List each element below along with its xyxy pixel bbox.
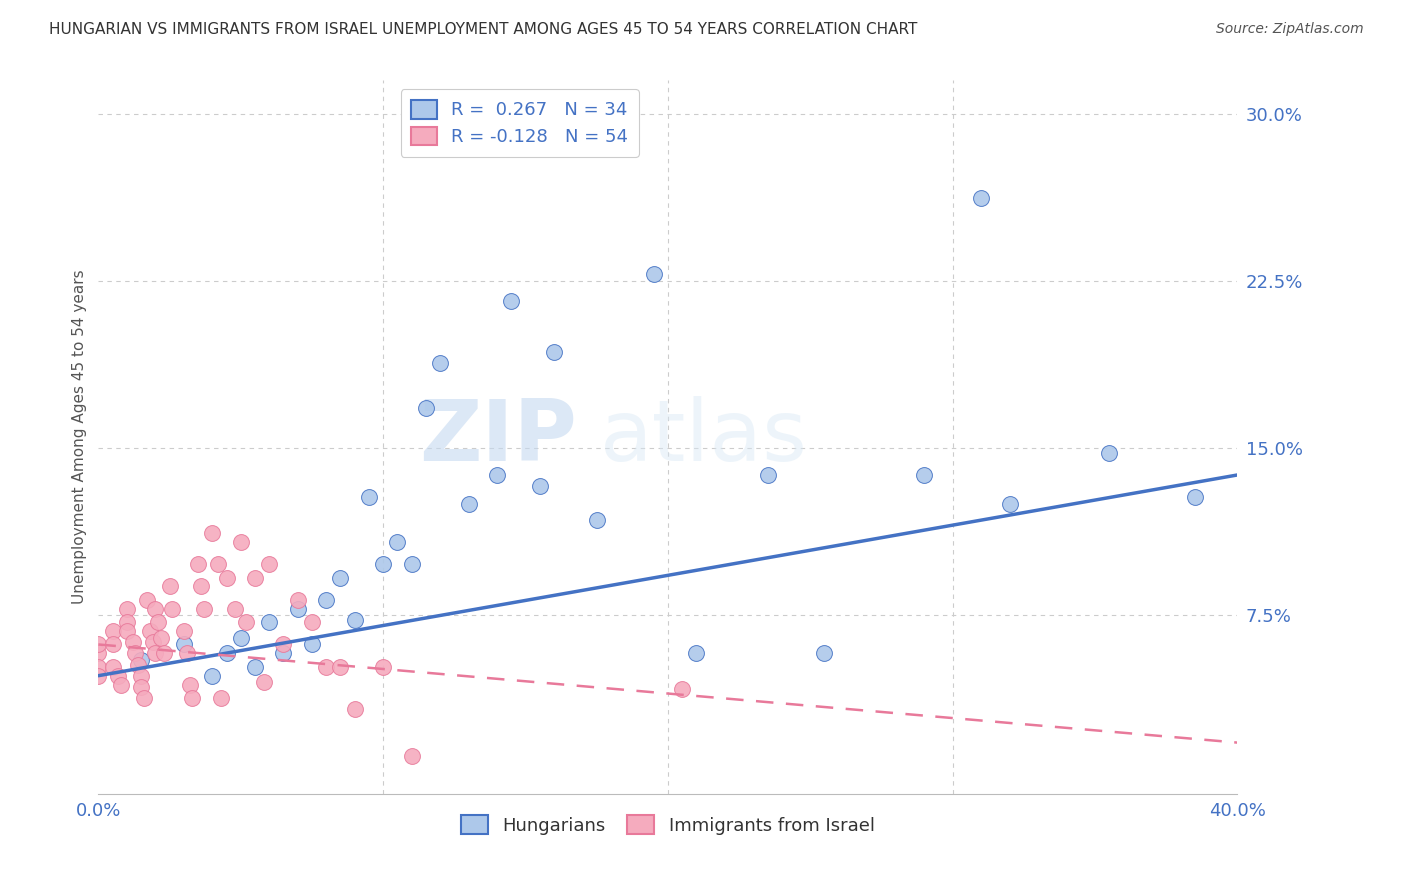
Point [543,345,565,359]
Point [457,497,479,511]
Point [912,467,935,482]
Point [998,497,1021,511]
Point [429,356,451,371]
Point [501,293,523,308]
Point [207,557,229,572]
Legend: Hungarians, Immigrants from Israel: Hungarians, Immigrants from Israel [450,805,886,846]
Point [121,635,143,649]
Point [153,646,176,660]
Point [138,624,160,639]
Point [585,512,607,526]
Point [273,646,295,660]
Point [373,557,395,572]
Point [756,467,779,482]
Point [190,580,212,594]
Text: HUNGARIAN VS IMMIGRANTS FROM ISRAEL UNEMPLOYMENT AMONG AGES 45 TO 54 YEARS CORRE: HUNGARIAN VS IMMIGRANTS FROM ISRAEL UNEM… [49,22,918,37]
Point [235,615,257,630]
Point [87,637,110,651]
Point [685,646,707,660]
Point [813,646,835,660]
Point [162,602,184,616]
Point [129,653,152,667]
Point [401,749,423,764]
Point [329,571,352,585]
Point [287,602,309,616]
Point [145,602,167,616]
Text: ZIP: ZIP [419,395,576,479]
Point [643,268,665,282]
Point [373,660,395,674]
Point [173,637,195,651]
Point [201,525,224,540]
Point [87,669,110,683]
Point [87,660,110,674]
Point [173,624,195,639]
Point [107,669,129,683]
Point [315,660,337,674]
Point [132,690,155,705]
Point [187,557,209,572]
Point [415,401,437,416]
Point [148,615,170,630]
Point [252,675,274,690]
Point [209,690,232,705]
Point [115,615,138,630]
Point [176,646,198,660]
Point [141,635,163,649]
Point [229,534,252,549]
Point [145,646,167,660]
Point [273,637,295,651]
Point [159,580,181,594]
Point [301,637,323,651]
Point [201,669,224,683]
Point [150,631,173,645]
Point [127,657,149,672]
Point [129,669,152,683]
Point [671,681,693,696]
Point [110,678,132,692]
Point [215,646,238,660]
Point [115,602,138,616]
Point [343,702,366,716]
Point [329,660,352,674]
Point [215,571,238,585]
Point [243,571,266,585]
Point [135,592,157,607]
Point [301,615,323,630]
Point [387,534,409,549]
Y-axis label: Unemployment Among Ages 45 to 54 years: Unemployment Among Ages 45 to 54 years [72,269,87,605]
Point [287,592,309,607]
Point [101,624,124,639]
Point [87,646,110,660]
Point [401,557,423,572]
Point [101,637,124,651]
Point [315,592,337,607]
Point [259,557,281,572]
Point [229,631,252,645]
Point [181,690,204,705]
Text: Source: ZipAtlas.com: Source: ZipAtlas.com [1216,22,1364,37]
Point [115,624,138,639]
Point [357,491,380,505]
Point [343,613,366,627]
Point [243,660,266,674]
Point [529,479,551,493]
Text: atlas: atlas [599,395,807,479]
Point [1098,446,1121,460]
Point [1184,491,1206,505]
Point [179,678,201,692]
Point [129,680,152,694]
Point [970,192,993,206]
Point [101,660,124,674]
Point [259,615,281,630]
Point [224,602,246,616]
Point [486,467,509,482]
Point [124,646,146,660]
Point [193,602,215,616]
